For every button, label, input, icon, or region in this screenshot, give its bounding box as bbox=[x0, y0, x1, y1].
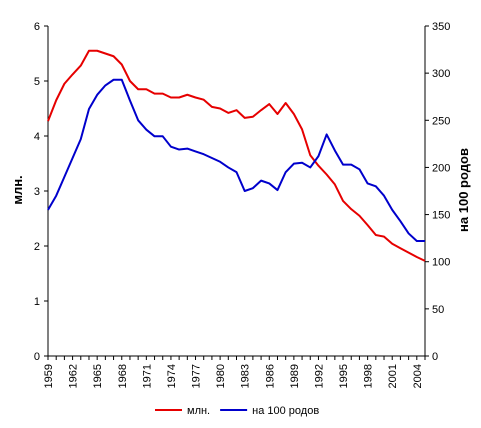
left-tick-label: 1 bbox=[34, 296, 40, 308]
left-tick-label: 6 bbox=[34, 21, 40, 33]
x-tick-label: 1983 bbox=[240, 364, 252, 388]
series-line-1 bbox=[47, 49, 426, 262]
left-tick-label: 0 bbox=[34, 351, 40, 363]
x-tick-label: 1962 bbox=[68, 364, 80, 388]
x-tick-label: 1986 bbox=[264, 364, 276, 388]
x-tick-label: 1977 bbox=[191, 364, 203, 388]
right-tick-label: 0 bbox=[432, 351, 438, 363]
right-tick-label: 200 bbox=[432, 162, 450, 174]
right-tick-label: 250 bbox=[432, 115, 450, 127]
legend-label-2: на 100 родов bbox=[252, 405, 319, 417]
x-tick-label: 1971 bbox=[141, 364, 153, 388]
x-tick-label: 2004 bbox=[412, 364, 424, 388]
x-tick-label: 1959 bbox=[43, 364, 55, 388]
x-tick-label: 1968 bbox=[117, 364, 129, 388]
left-tick-label: 3 bbox=[34, 186, 40, 198]
right-axis-ticks: 0 50 100 150 200 250 300 350 bbox=[425, 21, 450, 363]
series-layer bbox=[47, 49, 426, 262]
right-tick-label: 100 bbox=[432, 257, 450, 269]
left-axis-title: млн. bbox=[10, 175, 25, 204]
right-tick-label: 350 bbox=[432, 21, 450, 33]
right-tick-label: 300 bbox=[432, 68, 450, 80]
right-axis-title: на 100 родов bbox=[456, 148, 471, 232]
left-tick-label: 5 bbox=[34, 76, 40, 88]
x-tick-label: 1998 bbox=[363, 364, 375, 388]
legend: млн. на 100 родов bbox=[155, 405, 319, 417]
x-tick-label: 1965 bbox=[92, 364, 104, 388]
series-line-2 bbox=[47, 78, 425, 242]
x-tick-label: 1974 bbox=[166, 364, 178, 388]
left-tick-label: 2 bbox=[34, 241, 40, 253]
left-tick-label: 4 bbox=[34, 131, 40, 143]
x-tick-label: 1989 bbox=[289, 364, 301, 388]
left-axis-ticks: 0 1 2 3 4 5 6 bbox=[34, 21, 48, 363]
x-axis-ticks: 1959 1962 1965 1968 1971 1974 1977 1980 1983 1986… bbox=[43, 356, 426, 388]
x-tick-label: 2001 bbox=[387, 364, 399, 388]
right-tick-label: 50 bbox=[432, 304, 444, 316]
x-tick-label: 1980 bbox=[215, 364, 227, 388]
x-tick-label: 1995 bbox=[338, 364, 350, 388]
axes bbox=[47, 26, 426, 357]
legend-label-1: млн. bbox=[187, 405, 210, 417]
right-tick-label: 150 bbox=[432, 210, 450, 222]
x-tick-label: 1992 bbox=[313, 364, 325, 388]
